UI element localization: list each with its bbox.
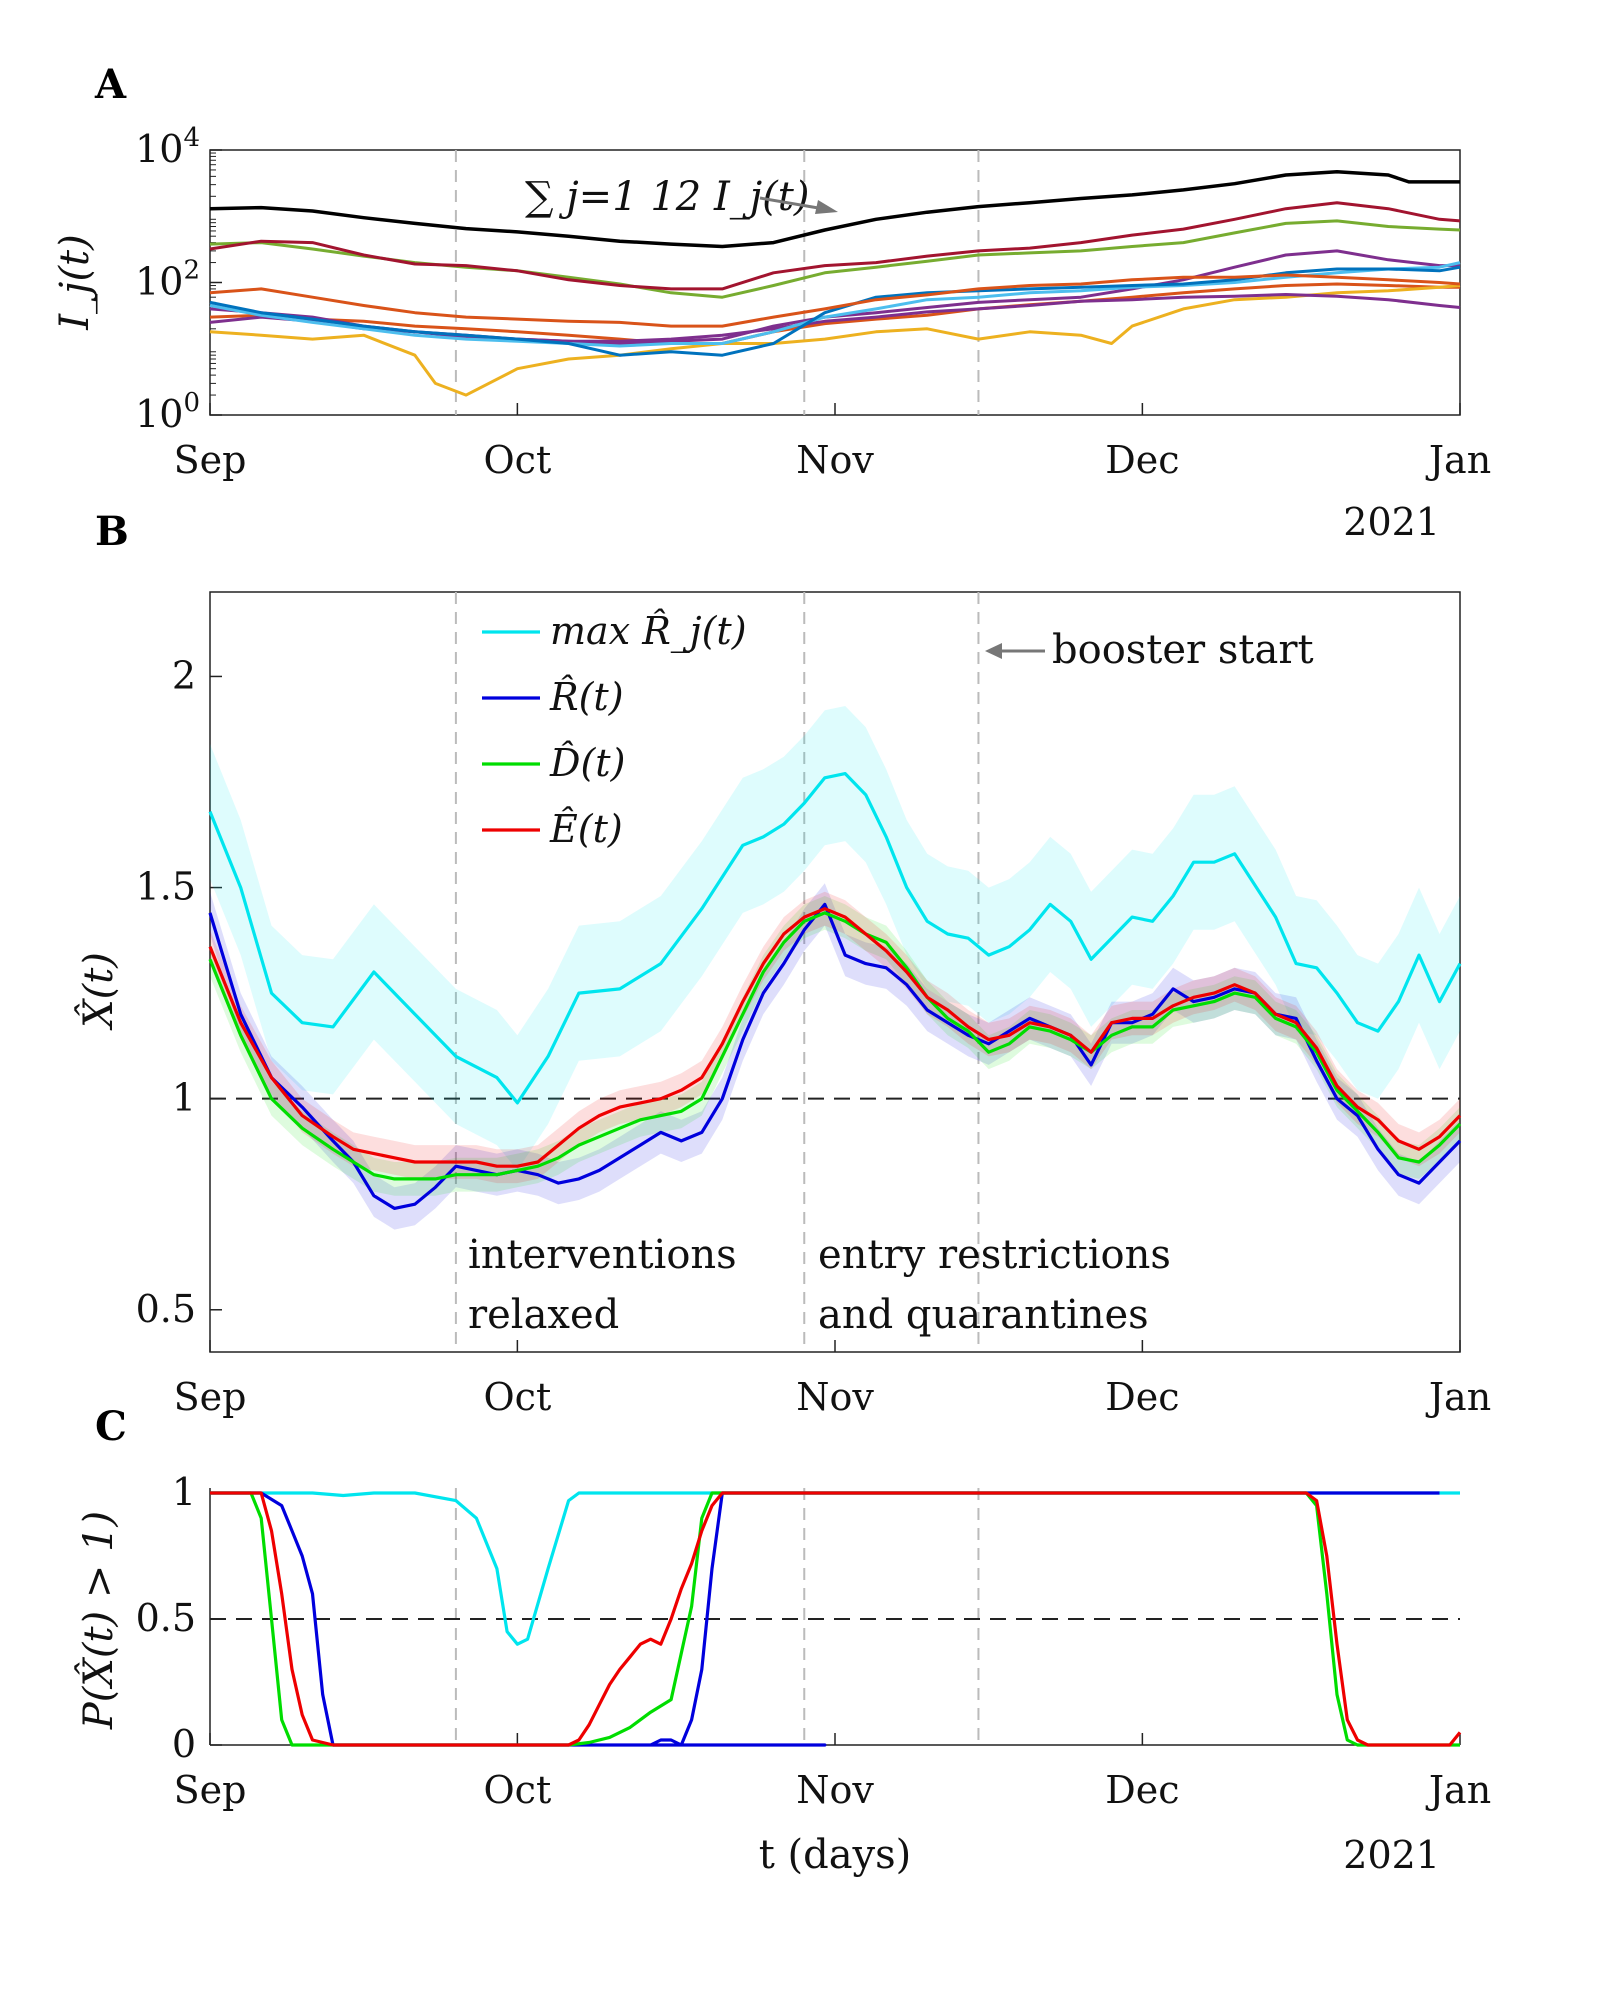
legend-label: D̂(t) [549,741,625,785]
plot-frame [209,149,1461,416]
x-tick-label: Oct [484,438,552,482]
x-tick-label: Dec [1105,1375,1179,1419]
x-tick-label: Nov [796,1768,874,1812]
x-tick-label: Oct [484,1375,552,1419]
annotation-arrow-head [815,200,838,214]
series-line [210,1491,1462,1747]
panel-a: Sep Oct Nov Dec Jan 100 102 104 I_j(t) ∑ j=1 12 I… [52,123,1491,544]
relaxed-label-2: relaxed [468,1292,619,1338]
x-tick-label: Oct [484,1768,552,1812]
sum-annotation: ∑ j=1 12 I_j(t) [525,174,809,220]
x-tick-label: Sep [174,1375,247,1419]
booster-label: booster start [1052,627,1314,673]
year-label: 2021 [1343,1833,1440,1877]
x-tick-label: Nov [796,1375,874,1419]
y-tick-label: 1.5 [136,865,196,909]
year-label: 2021 [1343,500,1440,544]
entry-label-2: and quarantines [818,1292,1149,1338]
panel-letter-b: B [95,508,129,555]
y-axis-label: P(X̂(t) > 1) [76,1511,122,1730]
series-line [208,907,1462,1168]
series-line [209,282,1460,345]
entry-label-1: entry restrictions [818,1232,1171,1278]
series-line [210,1491,1460,1747]
y-tick-label: 102 [135,256,200,304]
series-line [208,911,1462,1181]
y-tick-label: 104 [135,123,200,171]
y-tick-label: 0 [172,1722,196,1766]
confidence-band [210,891,1460,1184]
y-tick-label: 0.5 [136,1596,196,1640]
series-line [208,772,1462,1105]
legend-label: max R̂_j(t) [550,609,747,654]
series-line [209,201,1461,291]
y-tick-label: 1 [172,1076,196,1120]
series-line [210,1491,1440,1747]
panel-c: Sep Oct Nov Dec Jan 0 0.5 1 P(X̂(t) > 1) t (days)… [76,1470,1491,1878]
x-tick-label: Jan [1425,1768,1491,1812]
series-line [209,284,1461,397]
series-line [209,273,1461,328]
series-line [209,169,1460,249]
relaxed-label-1: interventions [468,1232,737,1278]
y-tick-label: 0.5 [136,1287,196,1331]
x-tick-label: Dec [1105,1768,1179,1812]
x-tick-label: Nov [796,438,874,482]
panel-b: Sep Oct Nov Dec Jan 0.5 1 1.5 2 X̂(t) max R̂_j(t) R… [76,591,1491,1419]
series-line [210,1491,1460,1646]
booster-arrow-head [985,643,1002,659]
y-tick-label: 1 [172,1470,196,1514]
x-tick-label: Jan [1425,438,1491,482]
x-tick-label: Dec [1105,438,1179,482]
x-tick-label: Sep [174,1768,247,1812]
confidence-band [210,706,1460,1171]
legend-label: R̂(t) [549,675,624,719]
series-line [209,261,1461,348]
y-tick-label: 2 [172,653,196,697]
legend-label: Ê(t) [549,807,623,851]
y-axis-label: X̂(t) [76,952,122,1031]
panel-letter-c: C [95,1403,127,1450]
x-tick-label: Jan [1425,1375,1491,1419]
y-tick-label: 100 [135,388,200,436]
x-axis-label: t (days) [759,1832,912,1878]
x-tick-label: Sep [174,438,247,482]
confidence-band [210,896,1460,1196]
y-axis-label: I_j(t) [52,234,98,331]
panel-letter-a: A [94,61,127,108]
